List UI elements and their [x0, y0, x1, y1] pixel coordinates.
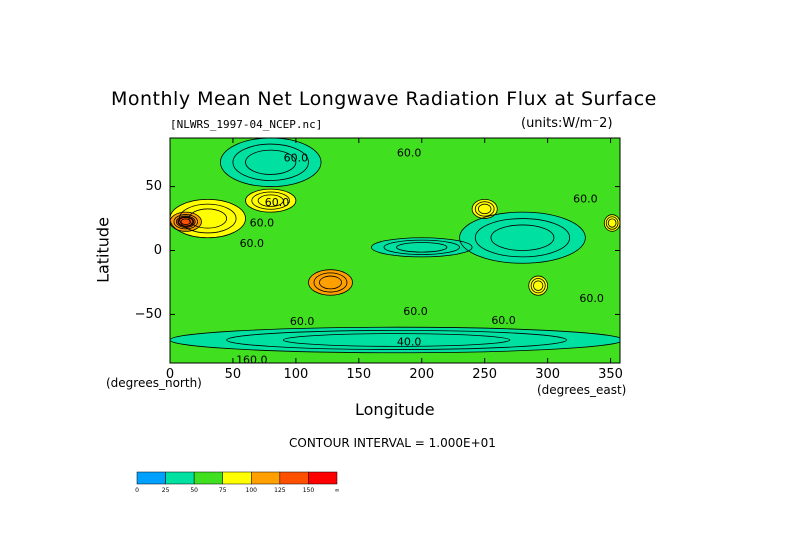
- contour-label-10: 60.0: [250, 217, 275, 230]
- y-tick-label-2: 50: [145, 179, 162, 194]
- colorbar-label-3: 75: [219, 487, 227, 494]
- colorbar-label-7: ∞: [335, 487, 340, 494]
- contour-line-3-1: [383, 239, 460, 255]
- contour-line-9-0: [471, 198, 498, 219]
- y-tick-label-1: 0: [154, 243, 162, 258]
- contour-label-1: 60.0: [284, 151, 309, 164]
- contour-line-1-1: [474, 218, 571, 258]
- field-region-7: [308, 269, 353, 296]
- contour-label-6: 60.0: [579, 292, 604, 305]
- contour-line-10-0: [603, 214, 620, 232]
- contour-label-7: 60.0: [290, 315, 315, 328]
- colorbar-label-1: 25: [162, 487, 170, 494]
- contour-line-10-1: [605, 216, 619, 230]
- colorbar-label-2: 50: [190, 487, 198, 494]
- contour-label-9: 160.0: [236, 353, 268, 366]
- colorbar-swatch-4: [251, 471, 281, 485]
- contour-line-4-0: [170, 198, 246, 239]
- colorbar-label-5: 125: [274, 487, 286, 494]
- contour-line-0-1: [232, 143, 309, 181]
- contour-line-6-1: [178, 217, 194, 227]
- contour-line-11-1: [530, 278, 546, 294]
- contour-line-2-0: [170, 326, 620, 354]
- contour-line-10-2: [607, 218, 617, 228]
- contour-line-2-2: [282, 333, 511, 347]
- colorbar-label-6: 150: [303, 487, 315, 494]
- contour-label-2: 60.0: [397, 146, 422, 159]
- contour-label-0: 60.0: [240, 237, 265, 250]
- chart-title: Monthly Mean Net Longwave Radiation Flux…: [111, 88, 657, 110]
- field-region-0: [220, 138, 322, 187]
- contour-line-3-2: [396, 242, 448, 253]
- file-name-label: [NLWRS_1997-04_NCEP.nc]: [170, 118, 323, 131]
- x-tick-label-3: 150: [346, 367, 371, 382]
- contour-line-2-1: [226, 330, 567, 350]
- contour-line-4-2: [188, 208, 228, 229]
- contour-line-5-0: [170, 211, 202, 232]
- x-tick-label-7: 350: [598, 367, 623, 382]
- contour-line-8-2: [257, 194, 284, 207]
- x-axis-label: Longitude: [355, 400, 435, 419]
- contour-line-7-1: [313, 272, 348, 293]
- colorbar-label-0: 0: [135, 487, 139, 494]
- contour-interval-label: CONTOUR INTERVAL = 1.000E+01: [289, 436, 496, 450]
- x-tick-label-5: 250: [472, 367, 497, 382]
- contour-line-1-2: [490, 224, 555, 251]
- contour-label-11: 60.0: [265, 196, 290, 209]
- contour-line-7-2: [319, 275, 342, 290]
- contour-line-6-2: [180, 218, 191, 226]
- contour-line-1-0: [459, 211, 586, 264]
- field-region-1: [459, 212, 586, 264]
- contour-line-5-2: [177, 216, 195, 227]
- x-tick-label-2: 100: [283, 367, 308, 382]
- y-tick-label-0: −50: [135, 307, 162, 322]
- contour-line-9-1: [474, 201, 495, 217]
- field-region-2: [170, 327, 620, 353]
- contour-line-0-2: [245, 149, 297, 175]
- contour-line-6-0: [175, 215, 196, 228]
- contour-line-8-0: [245, 188, 297, 213]
- contour-label-3: 60.0: [573, 192, 598, 205]
- field-region-3: [371, 237, 473, 257]
- contour-line-11-0: [528, 275, 549, 296]
- field-region-11: [528, 276, 548, 296]
- contour-line-3-0: [370, 237, 473, 258]
- field-region-9: [472, 199, 498, 219]
- colorbar-label-4: 100: [246, 487, 258, 494]
- contour-label-4: 60.0: [403, 305, 428, 318]
- contour-label-8: 40.0: [397, 336, 422, 349]
- field-region-8: [245, 189, 296, 213]
- colorbar-swatch-3: [222, 471, 252, 485]
- x-tick-label-4: 200: [409, 367, 434, 382]
- colorbar-swatch-6: [308, 471, 338, 485]
- x-tick-label-0: 0: [166, 367, 174, 382]
- x-tick-label-1: 50: [225, 367, 242, 382]
- contour-line-8-1: [251, 191, 290, 210]
- x-tick-label-6: 300: [535, 367, 560, 382]
- contour-line-5-1: [173, 214, 198, 230]
- colorbar-swatch-1: [165, 471, 195, 485]
- y-unit-label: (degrees_north): [106, 376, 202, 390]
- colorbar-swatch-5: [279, 471, 309, 485]
- contour-line-0-0: [219, 138, 322, 187]
- units-label: (units:W/m⁻2): [521, 116, 613, 131]
- contour-line-7-0: [308, 269, 353, 296]
- contour-line-9-2: [477, 203, 492, 215]
- colorbar-swatch-0: [136, 471, 166, 485]
- colorbar-swatch-2: [193, 471, 223, 485]
- x-unit-label: (degrees_east): [537, 383, 627, 397]
- contour-line-11-2: [533, 280, 544, 291]
- contour-label-5: 60.0: [491, 314, 516, 327]
